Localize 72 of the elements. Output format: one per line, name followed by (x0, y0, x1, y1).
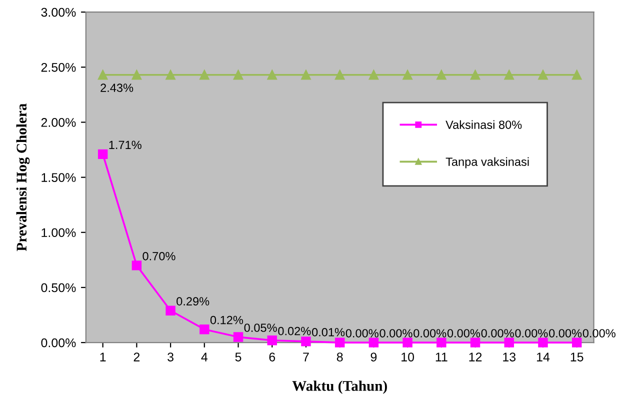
point (368, 70, 379, 80)
point (267, 335, 277, 346)
point (233, 332, 244, 342)
point (402, 70, 412, 80)
point (334, 338, 345, 348)
x-tick-label: 2 (134, 352, 140, 362)
data-label: 0.02% (278, 326, 311, 336)
point (334, 70, 345, 80)
x-tick-label: 15 (570, 352, 584, 362)
y-axis-title: Prevalensi Hog Cholera (16, 104, 30, 252)
point (504, 338, 514, 348)
point (98, 70, 108, 80)
y-tick-label: 3.00% (41, 8, 76, 17)
point (538, 70, 548, 80)
data-label: 0.12% (210, 316, 244, 324)
x-axis-title: Waktu (Tahun) (292, 380, 387, 394)
point (504, 70, 514, 80)
data-label: 0.70% (142, 252, 176, 260)
x-tick-label: 10 (402, 352, 414, 362)
y-tick-label: 2.00% (41, 118, 76, 127)
x-tick-label: 4 (201, 352, 208, 362)
point (200, 324, 210, 334)
x-tick-label: 12 (469, 352, 482, 362)
data-label: 0.00% (346, 329, 378, 338)
point (436, 70, 446, 80)
data-label: 0.00% (582, 329, 616, 338)
point (267, 70, 277, 80)
x-tick-label: 11 (436, 352, 448, 362)
point (538, 338, 548, 348)
data-label: 0.00% (515, 329, 548, 338)
x-tick-label: 1 (100, 352, 106, 362)
y-tick-label: 0.00% (41, 338, 76, 348)
data-label: 0.29% (176, 297, 210, 306)
data-label: 2.43% (100, 84, 134, 92)
x-tick-label: 13 (503, 352, 516, 362)
x-tick-label: 6 (269, 352, 276, 362)
data-label: 0.00% (414, 329, 446, 338)
data-label: 0.05% (244, 324, 277, 332)
x-tick-label: 14 (536, 352, 550, 362)
data-label: 0.00% (549, 329, 582, 338)
point (572, 70, 582, 80)
y-tick-label: 2.50% (41, 62, 76, 72)
x-tick-label: 3 (168, 352, 174, 362)
data-label: 0.01% (312, 328, 345, 336)
data-label: 0.00% (481, 329, 514, 338)
point (233, 70, 244, 80)
y-tick-label: 1.00% (42, 228, 76, 238)
point (132, 260, 142, 270)
y-tick-label: 0.50% (41, 283, 76, 292)
point (301, 336, 311, 346)
point (132, 70, 142, 80)
data-label: 0.00% (380, 329, 412, 338)
x-tick-label: 9 (370, 352, 377, 362)
point (200, 70, 210, 80)
data-label: 0.00% (447, 329, 480, 338)
point (470, 70, 480, 80)
x-tick-label: 5 (235, 352, 242, 362)
point (402, 338, 412, 348)
point (368, 338, 379, 348)
point (166, 306, 176, 316)
y-tick-label: 1.50% (42, 173, 76, 182)
legend-label: Tanpa vaksinasi (446, 157, 529, 168)
point (470, 338, 480, 348)
point (166, 70, 176, 80)
point (436, 338, 446, 348)
x-tick-label: 8 (336, 352, 343, 362)
x-tick-label: 7 (303, 352, 309, 362)
point (98, 149, 108, 160)
legend-label: Vaksinasi 80% (446, 120, 522, 129)
point (572, 338, 582, 348)
data-label: 1.71% (109, 140, 142, 150)
point (301, 70, 311, 80)
